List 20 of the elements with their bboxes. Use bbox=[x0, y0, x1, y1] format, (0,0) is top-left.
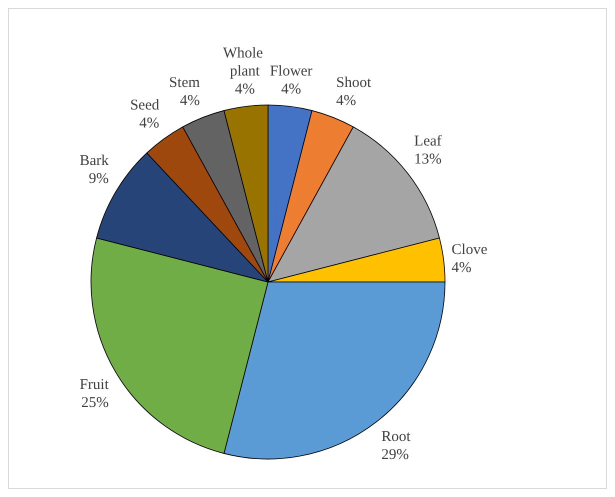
slice-label: Flower bbox=[270, 63, 312, 80]
slice-label: Whole plant bbox=[222, 45, 267, 80]
data-label: 4% bbox=[336, 92, 356, 109]
slice-label: Stem bbox=[169, 74, 200, 91]
slice-label: Bark bbox=[80, 152, 110, 169]
data-label: 4% bbox=[180, 92, 200, 109]
data-label: 4% bbox=[281, 81, 302, 98]
slice-label: Clove bbox=[452, 242, 488, 258]
data-label: 4% bbox=[234, 81, 255, 98]
slice-label: Fruit bbox=[80, 377, 110, 394]
slice-label: Seed bbox=[130, 97, 160, 114]
data-label: 29% bbox=[381, 447, 409, 464]
data-label: 4% bbox=[139, 115, 160, 132]
slice-label: Shoot bbox=[336, 74, 372, 91]
data-label: 25% bbox=[81, 395, 109, 412]
data-label: 4% bbox=[452, 260, 472, 276]
data-label: 13% bbox=[414, 152, 442, 168]
slice-label: Leaf bbox=[414, 134, 442, 150]
slice-label: Root bbox=[381, 429, 412, 446]
data-label: 9% bbox=[88, 170, 109, 187]
